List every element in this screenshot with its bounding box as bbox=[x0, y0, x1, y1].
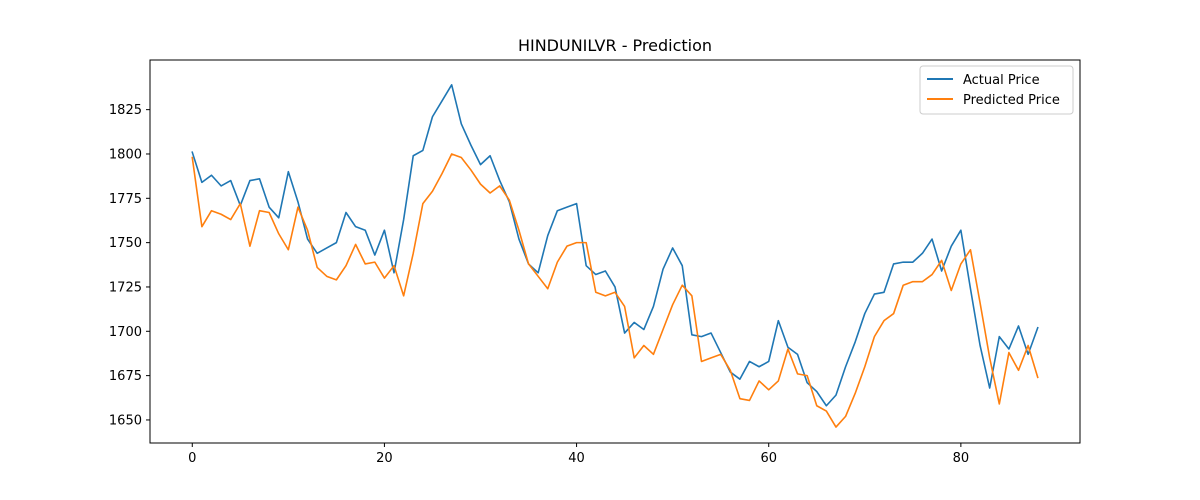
series-line-actual-price bbox=[191, 84, 1039, 407]
chart-title: HINDUNILVR - Prediction bbox=[518, 36, 712, 55]
legend: Actual Price Predicted Price bbox=[919, 65, 1074, 115]
y-tick-label: 1800 bbox=[109, 147, 142, 162]
axes-frame bbox=[149, 59, 1081, 444]
y-tick-label: 1675 bbox=[109, 369, 142, 384]
x-tick-label: 60 bbox=[760, 451, 777, 466]
legend-label-predicted-price: Predicted Price bbox=[963, 93, 1060, 108]
legend-label-actual-price: Actual Price bbox=[963, 73, 1040, 88]
x-axis: 0 20 40 60 80 bbox=[188, 443, 969, 466]
y-tick-label: 1725 bbox=[109, 280, 142, 295]
x-tick-label: 20 bbox=[376, 451, 393, 466]
x-tick-label: 80 bbox=[953, 451, 970, 466]
y-tick-label: 1750 bbox=[109, 236, 142, 251]
legend-box bbox=[919, 65, 1074, 115]
y-tick-label: 1700 bbox=[109, 325, 142, 340]
y-tick-label: 1775 bbox=[109, 192, 142, 207]
x-tick-label: 0 bbox=[188, 451, 196, 466]
plot-area bbox=[191, 84, 1039, 428]
y-tick-label: 1825 bbox=[109, 103, 142, 118]
series-line-predicted-price bbox=[191, 153, 1039, 428]
x-tick-label: 40 bbox=[568, 451, 585, 466]
y-axis: 1650 1675 1700 1725 1750 1775 1800 1825 bbox=[109, 103, 150, 428]
y-tick-label: 1650 bbox=[109, 413, 142, 428]
